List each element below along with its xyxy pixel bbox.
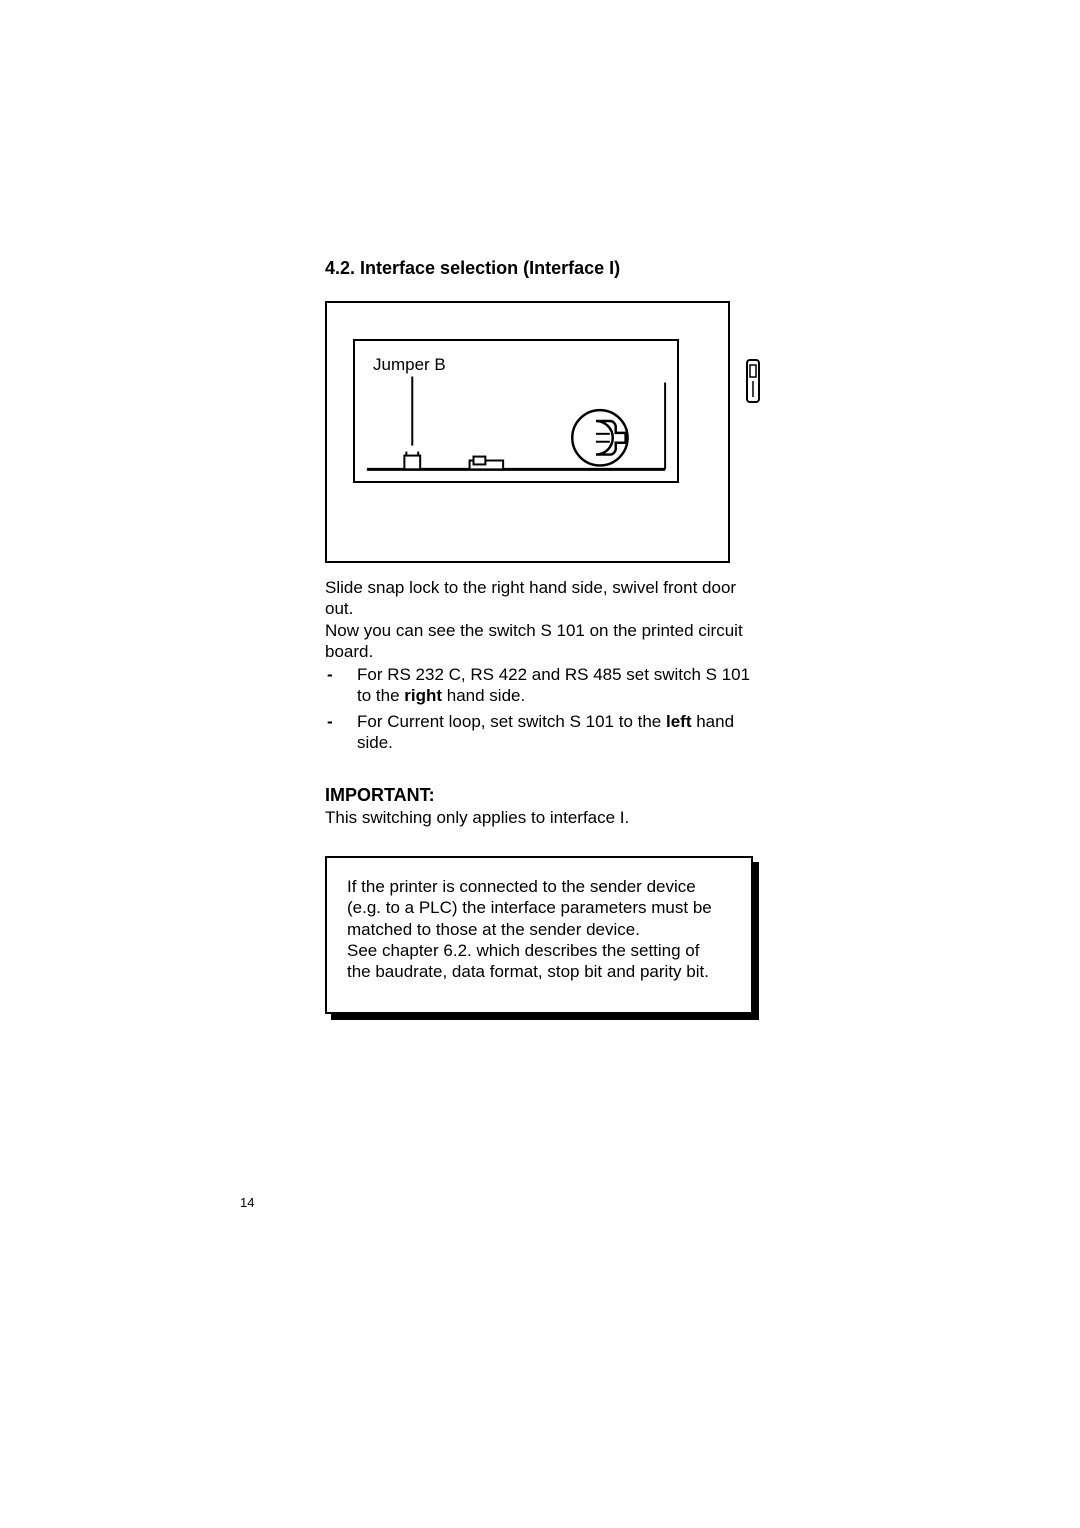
content-column: 4.2. Interface selection (Interface I) J…	[325, 258, 765, 1014]
intro-line-1: Slide snap lock to the right hand side, …	[325, 578, 736, 618]
page: 4.2. Interface selection (Interface I) J…	[0, 0, 1080, 1528]
bullet-1-bold: right	[404, 686, 442, 705]
important-heading: IMPORTANT:	[325, 785, 765, 806]
note-line-5: the baudrate, data format, stop bit and …	[347, 962, 709, 981]
note-line-4: See chapter 6.2. which describes the set…	[347, 941, 699, 960]
note-line-3: matched to those at the sender device.	[347, 920, 640, 939]
note-line-2: (e.g. to a PLC) the interface parameters…	[347, 898, 712, 917]
bullet-1-post: hand side.	[442, 686, 525, 705]
section-heading: 4.2. Interface selection (Interface I)	[325, 258, 765, 279]
side-plate-icon	[746, 359, 760, 403]
figure-frame: Jumper B	[325, 301, 730, 563]
circuit-diagram-icon	[355, 341, 677, 483]
figure-inner-box: Jumper B	[353, 339, 679, 483]
intro-line-2: Now you can see the switch S 101 on the …	[325, 621, 743, 640]
bullet-2-bold: left	[666, 712, 692, 731]
intro-paragraph: Slide snap lock to the right hand side, …	[325, 577, 765, 662]
page-number: 14	[240, 1195, 254, 1210]
important-text: This switching only applies to interface…	[325, 808, 765, 828]
note-line-1: If the printer is connected to the sende…	[347, 877, 696, 896]
intro-line-3: board.	[325, 642, 373, 661]
bullet-2-pre: For Current loop, set switch S 101 to th…	[357, 712, 666, 731]
bullet-list: For RS 232 C, RS 422 and RS 485 set swit…	[325, 664, 765, 753]
note-box: If the printer is connected to the sende…	[325, 856, 753, 1014]
bullet-item-1: For RS 232 C, RS 422 and RS 485 set swit…	[353, 664, 765, 707]
bullet-item-2: For Current loop, set switch S 101 to th…	[353, 711, 765, 754]
